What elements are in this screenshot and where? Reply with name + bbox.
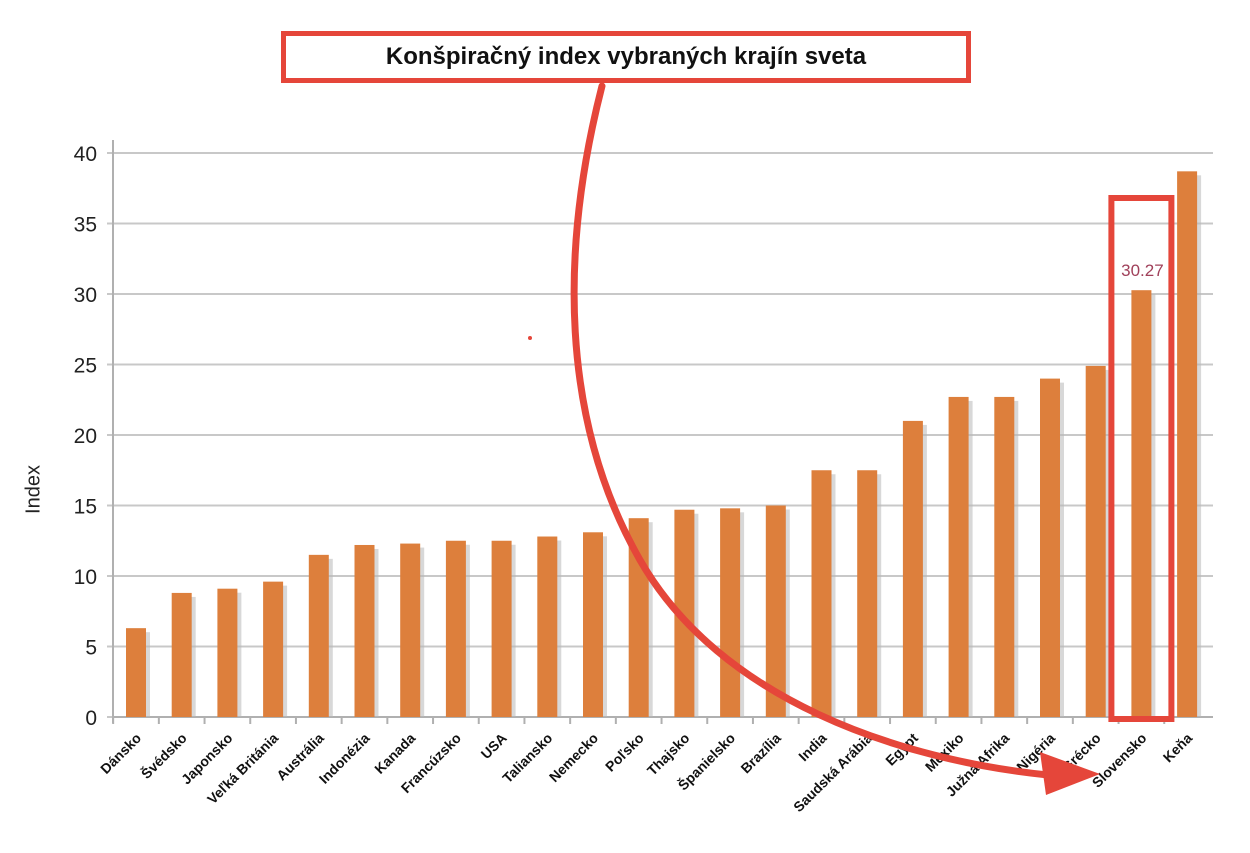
bar (308, 554, 329, 717)
stray-dot (528, 336, 532, 340)
highlight-box (1108, 195, 1175, 722)
bar (674, 509, 695, 717)
bar (857, 470, 878, 717)
y-axis-ticks: 0 5 10 15 20 25 30 35 40 (74, 143, 97, 730)
x-tick-label: Poľsko (602, 730, 647, 775)
y-tick-label: 20 (74, 425, 97, 448)
gridlines (107, 140, 1213, 724)
y-tick-label: 35 (74, 214, 97, 237)
x-tick-label: India (795, 730, 830, 765)
bar (811, 470, 832, 717)
x-tick-label: Brazília (737, 730, 784, 777)
x-tick-label: Indonézia (316, 730, 373, 787)
y-tick-label: 30 (74, 284, 97, 307)
bar (765, 505, 786, 717)
bar (583, 532, 603, 717)
bar (171, 592, 192, 717)
bar (491, 540, 512, 717)
y-tick-label: 10 (74, 566, 97, 589)
bar (354, 544, 375, 717)
y-tick-label: 0 (85, 707, 97, 730)
bar (217, 588, 238, 717)
bars (126, 171, 1202, 717)
chart-title: Konšpiračný index vybraných krajín sveta (281, 31, 971, 83)
bar (400, 543, 421, 717)
bar (126, 628, 146, 717)
bar (1131, 290, 1152, 717)
bar (948, 396, 969, 717)
bar (1177, 171, 1198, 717)
x-tick-label: Saudská Arábia (790, 730, 875, 815)
bar (720, 508, 741, 717)
x-tick-label: Taliansko (499, 730, 555, 786)
y-tick-label: 40 (74, 143, 97, 166)
data-label: 30.27 (1121, 261, 1164, 280)
bar (1085, 365, 1106, 717)
bar (902, 420, 923, 717)
x-tick-label: USA (478, 730, 510, 762)
bar (263, 581, 284, 717)
x-tick-label: Dánsko (97, 730, 144, 777)
y-tick-label: 25 (74, 355, 97, 378)
bar (445, 540, 466, 717)
bar (1040, 378, 1060, 717)
arrow-head-icon (1040, 752, 1100, 795)
annotations: 30.27 (528, 82, 1175, 795)
y-tick-label: 5 (85, 637, 97, 660)
bar (537, 536, 558, 717)
x-tick-label: Keňa (1160, 730, 1196, 766)
arrow-icon (570, 82, 1052, 779)
x-tick-label: Nemecko (546, 730, 601, 785)
y-tick-label: 15 (74, 496, 97, 519)
bar (994, 396, 1015, 717)
